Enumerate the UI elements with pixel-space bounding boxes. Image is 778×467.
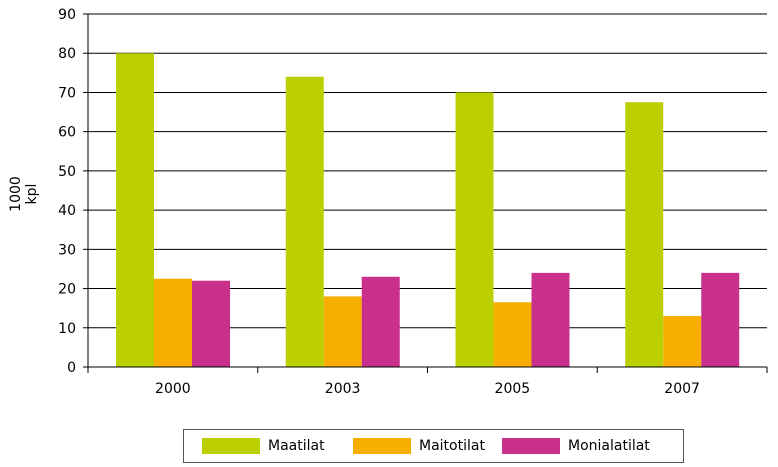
legend-label-monialatilat: Monialatilat [568, 438, 650, 454]
legend-swatch-maitotilat [353, 438, 411, 454]
y-tick-label-80: 80 [58, 46, 76, 62]
legend-swatch-maatilat [202, 438, 260, 454]
legend-swatch-monialatilat [502, 438, 560, 454]
bar-maitotilat-2005 [493, 302, 532, 367]
bar-maitotilat-2007 [663, 316, 702, 367]
legend-item-monialatilat: Monialatilat [502, 438, 650, 454]
legend-item-maatilat: Maatilat [202, 438, 325, 454]
x-tick-label-2005: 2005 [495, 381, 531, 397]
y-tick-label-10: 10 [58, 321, 76, 337]
bar-maitotilat-2003 [323, 296, 362, 367]
y-tick-label-90: 90 [58, 7, 76, 23]
legend: Maatilat Maitotilat Monialatilat [183, 429, 684, 463]
bar-maitotilat-2000 [154, 278, 192, 367]
bars [116, 53, 740, 367]
x-tick-label-2003: 2003 [325, 381, 361, 397]
legend-label-maatilat: Maatilat [268, 438, 325, 454]
x-tick-label-2007: 2007 [664, 381, 700, 397]
y-tick-label-30: 30 [58, 242, 76, 258]
y-tick-label-60: 60 [58, 125, 76, 141]
y-tick-label-70: 70 [58, 85, 76, 101]
bar-monialatilat-2007 [701, 272, 740, 367]
bar-maatilat-2003 [285, 76, 324, 367]
x-tick-label-2000: 2000 [155, 381, 191, 397]
y-tick-label-0: 0 [67, 360, 76, 376]
bar-monialatilat-2003 [361, 276, 400, 367]
bar-monialatilat-2005 [531, 272, 570, 367]
y-tick-label-20: 20 [58, 282, 76, 298]
bar-maatilat-2000 [116, 53, 154, 367]
bar-maatilat-2007 [625, 102, 664, 367]
bar-maatilat-2005 [455, 92, 494, 367]
legend-item-maitotilat: Maitotilat [353, 438, 485, 454]
y-axis-ticks: 0 10 20 30 40 50 60 70 80 90 [58, 7, 88, 376]
legend-label-maitotilat: Maitotilat [419, 438, 485, 454]
y-tick-label-50: 50 [58, 164, 76, 180]
bar-monialatilat-2000 [192, 280, 230, 367]
y-tick-label-40: 40 [58, 203, 76, 219]
x-axis-ticks: 2000 2003 2005 2007 [87, 367, 768, 397]
y-axis-label: 1000 kpl [8, 176, 40, 212]
